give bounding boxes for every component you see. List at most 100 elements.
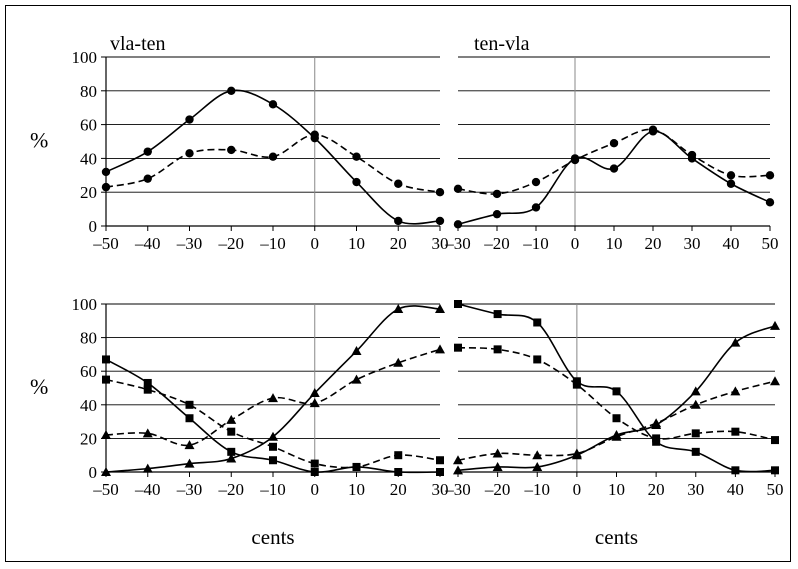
data-point [435,188,445,197]
data-point [492,189,502,199]
data-point [309,388,320,398]
y-tick-label: 0 [89,463,98,482]
data-point [492,461,503,471]
data-point [143,147,152,156]
x-tick-label: –10 [259,234,286,253]
series-line [105,378,441,469]
data-point [226,414,237,424]
x-tick-label: 20 [645,234,662,253]
y-tick-label: 40 [80,149,97,168]
data-point [492,209,502,219]
chart-panel-1: 0 20 40 60 80 100 –50 –40 –30 –20 –10 0 10 20 30 vla-te… [30,33,449,253]
x-axis-label: cents [251,525,294,549]
data-point [533,355,542,364]
data-point [352,152,361,161]
x-tick-label: 40 [723,234,740,253]
y-tick-label: 0 [89,217,98,236]
data-point [352,462,361,471]
data-point [533,318,542,327]
data-point [687,150,697,160]
data-point [184,440,195,450]
data-point [394,179,403,188]
y-axis-label: % [30,128,48,153]
data-point [531,203,541,212]
data-point [493,345,502,354]
data-point [453,184,463,194]
data-point [532,450,543,460]
data-point [770,320,780,330]
data-point [101,167,111,177]
data-point [394,451,403,460]
x-tick-label: –10 [524,480,551,499]
x-tick-label: –30 [176,234,203,253]
data-point [227,427,236,436]
y-tick-label: 80 [80,82,97,101]
data-point [101,182,111,192]
data-point [185,149,194,158]
data-point [691,429,700,438]
data-point [268,100,278,109]
y-tick-label: 20 [80,183,97,202]
data-point [185,414,194,423]
y-tick-label: 60 [80,116,97,135]
y-tick-label: 60 [80,362,97,381]
data-point [453,465,463,475]
data-point [394,468,403,476]
data-point [143,385,152,394]
x-tick-label: 10 [608,480,625,499]
data-point [454,343,462,352]
data-point [351,374,362,384]
data-point [185,115,194,124]
x-tick-label: 30 [684,234,701,253]
data-point [227,86,236,96]
data-point [101,430,111,440]
data-point [352,177,361,187]
x-tick-label: –10 [522,234,549,253]
y-tick-label: 100 [72,48,98,67]
data-point [454,300,462,308]
data-point [184,458,195,468]
data-point [765,171,775,180]
x-tick-label: 0 [311,480,320,499]
data-point [765,198,775,207]
x-tick-label: 0 [573,480,582,499]
data-point [269,456,277,465]
series-line [105,358,441,474]
data-point [393,357,404,367]
data-point [453,455,463,465]
x-tick-label: –10 [259,480,286,499]
data-point [101,467,111,476]
x-tick-label: 50 [762,234,779,253]
data-point [570,155,580,165]
data-point [571,448,582,458]
data-point [393,304,404,314]
data-point [102,375,110,384]
series-line [105,133,441,193]
data-point [612,414,621,423]
data-point [310,459,319,468]
x-tick-label: –20 [484,480,511,499]
data-point [269,442,277,451]
x-tick-label: 10 [348,480,365,499]
data-point [531,177,541,187]
data-point [611,431,622,441]
data-point [143,174,152,183]
x-tick-label: –20 [483,234,510,253]
x-tick-label: 30 [687,480,704,499]
panel-title: vla-ten [110,33,166,55]
x-tick-label: 30 [432,234,449,253]
data-point [651,418,662,428]
data-point [435,304,445,314]
data-point [731,427,740,436]
data-point [226,453,237,463]
data-point [268,393,278,403]
data-point [652,434,661,443]
data-point [492,448,503,458]
data-point [310,468,319,476]
x-tick-label: 0 [571,234,580,253]
data-point [726,171,736,180]
x-tick-label: 20 [390,234,407,253]
data-point [268,431,278,441]
data-point [609,164,619,173]
